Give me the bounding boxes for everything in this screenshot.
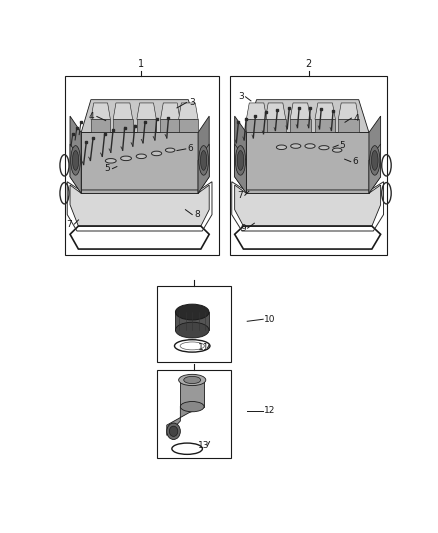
Polygon shape xyxy=(198,116,209,193)
Polygon shape xyxy=(265,103,286,119)
Polygon shape xyxy=(113,103,133,119)
Ellipse shape xyxy=(235,146,246,175)
Text: 3: 3 xyxy=(238,92,244,101)
Text: 10: 10 xyxy=(264,314,276,324)
Text: 5: 5 xyxy=(105,164,110,173)
Polygon shape xyxy=(179,119,198,133)
Text: 7: 7 xyxy=(237,191,243,200)
Ellipse shape xyxy=(237,150,244,170)
Ellipse shape xyxy=(170,426,178,437)
Ellipse shape xyxy=(184,376,201,384)
Polygon shape xyxy=(176,312,209,330)
Text: 3: 3 xyxy=(189,98,195,107)
Polygon shape xyxy=(91,103,110,119)
Ellipse shape xyxy=(370,146,380,175)
Ellipse shape xyxy=(276,145,286,150)
Polygon shape xyxy=(70,116,81,193)
Ellipse shape xyxy=(291,144,301,148)
Polygon shape xyxy=(369,144,381,193)
Polygon shape xyxy=(235,185,381,226)
Text: 5: 5 xyxy=(340,141,346,150)
Polygon shape xyxy=(338,103,359,119)
Polygon shape xyxy=(160,119,180,133)
Ellipse shape xyxy=(305,144,315,148)
Polygon shape xyxy=(246,133,369,193)
Text: 1: 1 xyxy=(138,59,145,69)
Ellipse shape xyxy=(72,150,79,170)
Polygon shape xyxy=(315,119,336,133)
Bar xyxy=(156,370,231,458)
Text: 7: 7 xyxy=(66,220,72,229)
Polygon shape xyxy=(167,407,204,435)
Text: 8: 8 xyxy=(194,210,200,219)
Polygon shape xyxy=(81,133,198,193)
Polygon shape xyxy=(180,380,204,407)
Text: 12: 12 xyxy=(264,406,276,415)
Polygon shape xyxy=(338,119,359,133)
Bar xyxy=(156,286,231,361)
Ellipse shape xyxy=(105,158,116,163)
Polygon shape xyxy=(235,144,246,193)
Bar xyxy=(230,76,387,255)
Ellipse shape xyxy=(120,156,131,160)
Ellipse shape xyxy=(176,304,209,320)
Ellipse shape xyxy=(176,322,209,338)
Bar xyxy=(65,76,219,255)
Polygon shape xyxy=(246,103,267,119)
Polygon shape xyxy=(290,103,311,119)
Ellipse shape xyxy=(166,148,175,152)
Polygon shape xyxy=(137,119,156,133)
Ellipse shape xyxy=(180,401,204,412)
Polygon shape xyxy=(81,100,198,133)
Ellipse shape xyxy=(332,148,342,152)
Polygon shape xyxy=(246,100,369,133)
Polygon shape xyxy=(198,144,209,193)
Polygon shape xyxy=(290,119,311,133)
Polygon shape xyxy=(235,116,246,193)
Text: 13: 13 xyxy=(198,441,210,450)
Ellipse shape xyxy=(71,146,81,175)
Polygon shape xyxy=(265,119,286,133)
Ellipse shape xyxy=(201,150,207,170)
Ellipse shape xyxy=(371,150,378,170)
Polygon shape xyxy=(70,144,81,193)
Polygon shape xyxy=(246,119,267,133)
Ellipse shape xyxy=(179,374,206,385)
Text: 4: 4 xyxy=(353,114,359,123)
Text: 6: 6 xyxy=(353,157,358,166)
Polygon shape xyxy=(137,103,156,119)
Ellipse shape xyxy=(199,146,208,175)
Ellipse shape xyxy=(167,423,180,440)
Text: 9: 9 xyxy=(240,224,246,232)
Ellipse shape xyxy=(136,154,146,158)
Polygon shape xyxy=(315,103,336,119)
Polygon shape xyxy=(70,185,209,226)
Text: 11: 11 xyxy=(198,343,210,352)
Polygon shape xyxy=(91,119,110,133)
Text: 6: 6 xyxy=(187,144,194,154)
Ellipse shape xyxy=(152,151,162,156)
Polygon shape xyxy=(113,119,133,133)
Text: 4: 4 xyxy=(88,112,94,121)
Polygon shape xyxy=(369,116,381,193)
Text: 2: 2 xyxy=(306,59,312,69)
Ellipse shape xyxy=(319,146,329,150)
Polygon shape xyxy=(179,103,198,119)
Polygon shape xyxy=(160,103,180,119)
